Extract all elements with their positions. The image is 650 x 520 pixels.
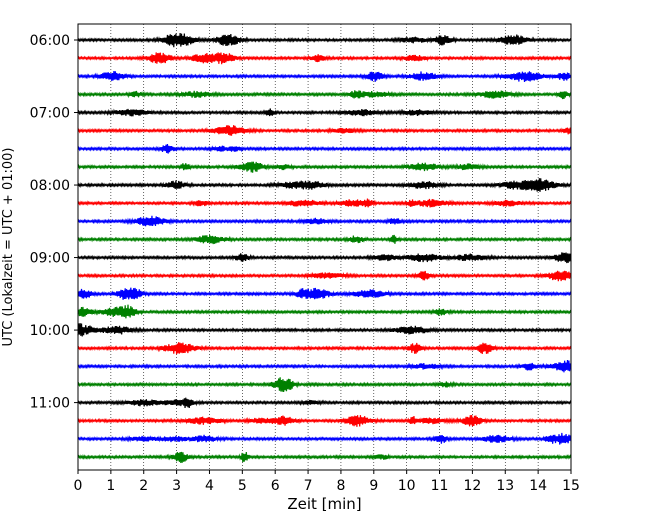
x-grid-lines <box>110 24 539 470</box>
y-axis-label: UTC (Lokalzeit = UTC + 01:00) <box>1 148 16 347</box>
x-tick-label: 13 <box>496 478 514 494</box>
trace-1030 <box>77 359 572 373</box>
x-tick-label: 2 <box>139 478 148 494</box>
trace-0700 <box>77 108 572 117</box>
trace-0945 <box>77 304 572 319</box>
x-tick-label: 0 <box>74 478 83 494</box>
trace-0745 <box>77 161 572 173</box>
trace-0630 <box>77 71 572 83</box>
trace-0715 <box>77 125 572 136</box>
y-tick-label: 08:00 <box>30 178 70 194</box>
trace-0830 <box>77 215 572 227</box>
trace-1045 <box>77 377 572 392</box>
x-tick-label: 3 <box>172 478 181 494</box>
x-tick-label: 9 <box>369 478 378 494</box>
trace-0615 <box>77 52 572 65</box>
x-tick-label: 5 <box>238 478 247 494</box>
trace-0800 <box>77 178 572 192</box>
trace-0815 <box>77 198 572 208</box>
seismic-traces <box>77 33 572 463</box>
y-tick-label: 10:00 <box>30 323 70 339</box>
y-tick-label: 09:00 <box>30 251 70 267</box>
plot-frame <box>77 23 572 471</box>
trace-1115 <box>77 415 572 427</box>
trace-0900 <box>77 252 572 264</box>
trace-0730 <box>77 144 572 154</box>
x-tick-label: 15 <box>562 478 580 494</box>
y-tick-label: 06:00 <box>30 33 70 49</box>
x-tick-label: 6 <box>271 478 280 494</box>
trace-0645 <box>77 90 572 100</box>
y-tick-label: 11:00 <box>30 396 70 412</box>
x-tick-label: 12 <box>463 478 481 494</box>
trace-1100 <box>77 397 572 409</box>
trace-1130 <box>77 432 572 445</box>
x-axis-label: Zeit [min] <box>287 495 361 513</box>
trace-0930 <box>77 287 572 300</box>
x-tick-label: 14 <box>529 478 547 494</box>
trace-1000 <box>77 323 572 337</box>
trace-1015 <box>77 342 572 355</box>
trace-0915 <box>77 270 572 282</box>
trace-1145 <box>77 451 572 463</box>
x-tick-label: 11 <box>431 478 449 494</box>
trace-0845 <box>77 234 572 245</box>
x-tick-label: 4 <box>205 478 214 494</box>
x-axis-ticks: 0 1 2 3 4 5 6 7 8 9 10 11 12 13 14 15 <box>74 470 580 494</box>
x-tick-label: 1 <box>106 478 115 494</box>
x-tick-label: 8 <box>336 478 345 494</box>
trace-0600 <box>77 33 572 48</box>
x-tick-label: 10 <box>398 478 416 494</box>
y-tick-label: 07:00 <box>30 106 70 122</box>
x-tick-label: 7 <box>304 478 313 494</box>
y-axis-ticks: 06:00 07:00 08:00 09:00 10:00 11:00 <box>30 33 78 412</box>
